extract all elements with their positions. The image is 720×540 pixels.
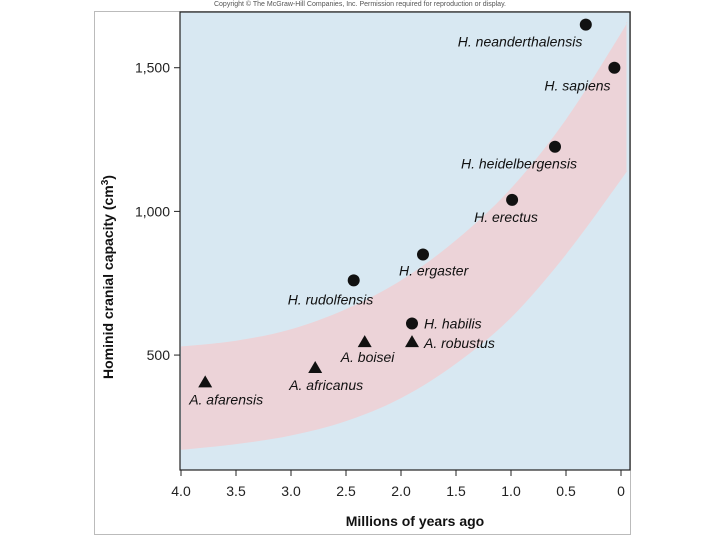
triangle-marker <box>308 360 323 373</box>
species-label: A. robustus <box>423 335 495 351</box>
species-label: H. ergaster <box>399 262 470 278</box>
species-label: H. heidelbergensis <box>461 156 577 172</box>
triangle-marker <box>357 335 372 348</box>
x-axis-ticks: 4.0 3.5 3.0 2.5 2.0 1.5 1.0 0.5 0 <box>171 470 625 499</box>
x-tick-label: 0.5 <box>556 483 576 499</box>
circle-marker <box>608 61 621 74</box>
circle-marker <box>549 140 561 153</box>
circle-marker <box>417 248 429 261</box>
species-label: H. rudolfensis <box>288 291 374 307</box>
x-tick-label: 1.5 <box>446 483 466 499</box>
species-label: H. habilis <box>424 315 482 331</box>
circle-marker <box>579 18 592 31</box>
y-axis-title-main: Hominid cranial capacity (cm <box>100 185 116 379</box>
x-tick-label: 2.5 <box>336 483 356 499</box>
x-tick-label: 4.0 <box>171 483 191 499</box>
species-label: A. boisei <box>340 349 396 365</box>
data-markers <box>198 18 621 388</box>
species-label: A. africanus <box>288 377 363 393</box>
x-tick-label: 0 <box>617 483 625 499</box>
y-axis-title-superscript: 3 <box>100 179 111 185</box>
y-tick-label: 1,500 <box>135 60 170 76</box>
x-tick-label: 3.0 <box>281 483 301 499</box>
x-tick-label: 2.0 <box>391 483 411 499</box>
y-axis-title: Hominid cranial capacity (cm3) <box>100 175 117 379</box>
species-label: H. sapiens <box>544 78 610 94</box>
y-tick-label: 500 <box>147 347 171 363</box>
trend-band <box>181 21 628 450</box>
x-tick-label: 3.5 <box>226 483 246 499</box>
plot-frame <box>179 11 631 471</box>
x-tick-label: 1.0 <box>501 483 521 499</box>
species-label: A. afarensis <box>188 391 263 407</box>
species-label: H. erectus <box>474 209 538 225</box>
x-axis-title: Millions of years ago <box>346 513 484 529</box>
triangle-marker <box>198 375 213 388</box>
triangle-marker <box>405 335 419 348</box>
circle-marker <box>506 193 519 206</box>
data-labels: H. neanderthalensis H. sapiens H. heidelbe… <box>188 34 610 408</box>
circle-marker <box>347 274 360 287</box>
y-axis-title-close: ) <box>100 175 116 180</box>
circle-marker <box>406 317 418 330</box>
y-tick-label: 1,000 <box>135 203 170 219</box>
copyright-notice: Copyright © The McGraw-Hill Companies, I… <box>213 1 506 8</box>
y-axis-ticks: 500 1,000 1,500 <box>135 60 180 363</box>
species-label: H. neanderthalensis <box>458 34 583 50</box>
